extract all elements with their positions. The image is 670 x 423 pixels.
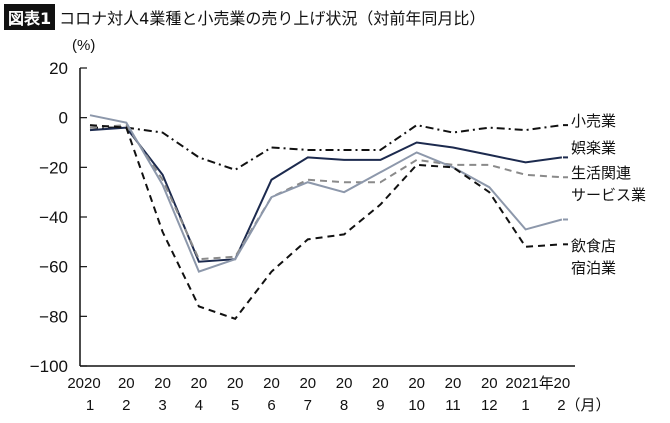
legend-label: 宿泊業 [571, 259, 616, 277]
x-tick-label-month: 2（月） [557, 397, 610, 414]
legend-label: 飲食店 [571, 237, 616, 255]
series-line [89, 114, 563, 273]
x-tick-label-month: 4 [195, 397, 203, 414]
figure-badge: 図表1 [4, 4, 56, 30]
y-axis-label: (%) [72, 37, 95, 54]
x-tick-label-month: 7 [304, 397, 312, 414]
x-tick-label-year: 20 [299, 375, 316, 392]
x-tick-label-month: 5 [231, 397, 239, 414]
x-tick-label-month: 2 [122, 397, 130, 414]
x-tick-label-year: 20 [227, 375, 244, 392]
x-tick-label-month: 12 [481, 397, 498, 414]
x-tick-label-month: 9 [376, 397, 384, 414]
series-line [89, 124, 562, 320]
x-tick-label-year: 20 [118, 375, 135, 392]
x-tick-label-month: 1 [86, 397, 94, 414]
x-tick-label-year: 20 [554, 375, 571, 392]
y-tick-label: −40 [39, 208, 68, 227]
x-tick-label-year: 20 [263, 375, 280, 392]
x-tick-label-year: 20 [481, 375, 498, 392]
x-tick-label-year: 20 [372, 375, 389, 392]
legend-label: 小売業 [571, 112, 616, 130]
y-tick-label: 20 [49, 59, 68, 78]
y-tick-label: −60 [39, 258, 68, 277]
chart-title: コロナ対人4業種と小売業の売り上げ状況（対前年同月比） [59, 9, 486, 28]
x-tick-label-month: 1 [521, 397, 529, 414]
x-tick-label-year: 20 [336, 375, 353, 392]
x-tick-label-year: 20 [408, 375, 425, 392]
x-tick-label-month: 11 [445, 397, 461, 414]
x-tick-label-year: 20 [191, 375, 208, 392]
legend-label: 娯楽業 [571, 139, 616, 157]
x-tick-label-year: 2021年 [505, 375, 553, 392]
y-tick-label: 0 [59, 109, 68, 128]
x-tick-label-month: 8 [340, 397, 348, 414]
x-tick-label-year: 2020 [67, 375, 100, 392]
x-tick-label-month: 6 [267, 397, 275, 414]
x-tick-label-month: 3 [158, 397, 166, 414]
legend-label: サービス業 [571, 186, 646, 204]
series-line [90, 124, 563, 171]
series-line [89, 126, 563, 263]
y-tick-label: −20 [39, 158, 68, 177]
x-tick-label-month: 10 [408, 397, 425, 414]
chart-title-row: 図表1 コロナ対人4業種と小売業の売り上げ状況（対前年同月比） [4, 4, 485, 30]
series-line [89, 124, 562, 261]
y-tick-label: −80 [39, 307, 68, 326]
y-tick-label: −100 [30, 357, 68, 376]
legend-label: 生活関連 [571, 164, 631, 182]
x-tick-label-year: 20 [154, 375, 171, 392]
x-tick-label-year: 20 [445, 375, 462, 392]
